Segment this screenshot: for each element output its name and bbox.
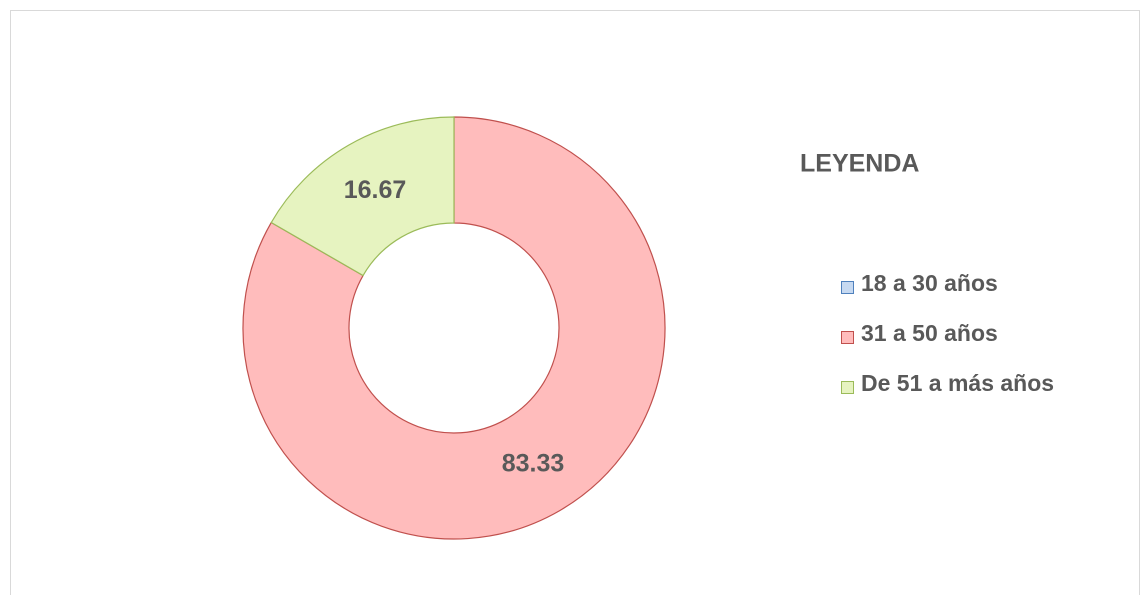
- legend-title: LEYENDA: [800, 150, 919, 178]
- donut-slice: [270, 116, 455, 277]
- legend-label: 31 a 50 años: [861, 320, 998, 346]
- legend-swatch: [841, 381, 854, 394]
- legend-label: De 51 a más años: [861, 370, 1054, 396]
- data-label: 16.67: [344, 176, 407, 204]
- legend-swatch: [841, 281, 854, 294]
- legend-label: 18 a 30 años: [861, 270, 998, 296]
- donut-slice: [242, 116, 666, 540]
- data-label: 83.33: [502, 449, 565, 477]
- legend-swatch: [841, 331, 854, 344]
